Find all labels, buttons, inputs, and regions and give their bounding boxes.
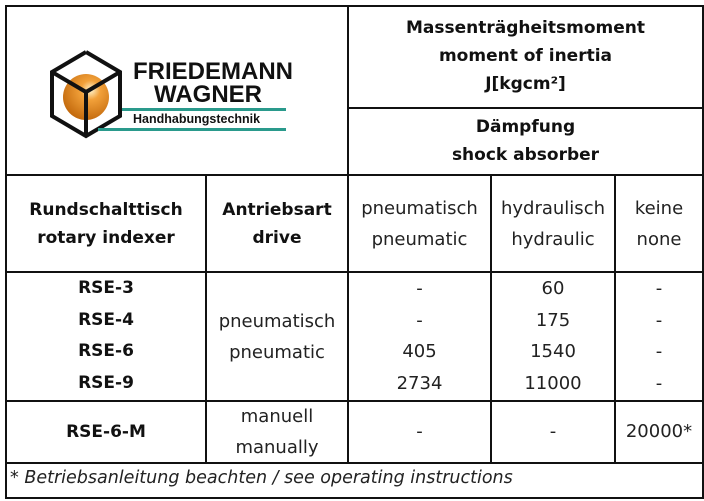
- group2-none: 20000*: [625, 421, 693, 442]
- value-cell: -: [655, 341, 663, 363]
- col-hydraulic: hydraulisch hydraulic: [492, 176, 614, 271]
- divider: [205, 174, 207, 464]
- value-cell: 175: [535, 309, 571, 331]
- logo-tagline: Handhabungstechnik: [133, 112, 261, 126]
- group1-none: - - - -: [616, 273, 702, 400]
- logo-name-line1: FRIEDEMANN: [133, 58, 293, 85]
- divider: [5, 174, 704, 176]
- header-text: J[kgcm²]: [485, 74, 566, 94]
- border-left: [5, 5, 7, 499]
- value-cell: -: [655, 278, 663, 299]
- divider: [5, 400, 704, 402]
- header-text: keine: [634, 197, 684, 219]
- border-right: [702, 5, 704, 499]
- model-cell: RSE-6: [78, 341, 134, 362]
- divider: [5, 271, 704, 273]
- col-indexer: Rundschalttisch rotary indexer: [7, 176, 205, 271]
- drive-text: manually: [235, 437, 319, 458]
- col-none: keine none: [616, 176, 702, 271]
- divider: [5, 462, 704, 464]
- model-cell: RSE-9: [78, 373, 134, 394]
- value-cell: 2734: [396, 373, 443, 395]
- col-pneumatic: pneumatisch pneumatic: [349, 176, 490, 271]
- footnote: * Betriebsanleitung beachten / see opera…: [10, 468, 513, 488]
- group2-model: RSE-6-M: [66, 422, 146, 442]
- header-text: moment of inertia: [438, 46, 613, 66]
- col-drive: Antriebsart drive: [207, 176, 347, 271]
- header-text: hydraulisch: [500, 197, 605, 219]
- model-cell: RSE-3: [78, 278, 134, 298]
- value-cell: 1540: [530, 341, 576, 363]
- value-cell: 60: [541, 278, 565, 299]
- damping-header: Dämpfung shock absorber: [349, 113, 702, 169]
- group1-hydraulic: 60 175 1540 11000: [492, 273, 614, 400]
- header-text: pneumatic: [371, 228, 468, 250]
- header-text: hydraulic: [511, 228, 595, 250]
- value-cell: -: [416, 278, 423, 299]
- logo-name-line2: WAGNER: [154, 81, 262, 108]
- divider: [490, 174, 492, 464]
- cube-sphere-logo-icon: [50, 50, 122, 139]
- border-bottom: [5, 497, 704, 499]
- header-text: shock absorber: [451, 145, 600, 165]
- logo-accent-line: [122, 108, 286, 111]
- value-cell: -: [655, 309, 663, 331]
- drive-text: pneumatisch: [218, 310, 336, 332]
- value-cell: -: [416, 309, 423, 331]
- group1-models: RSE-3 RSE-4 RSE-6 RSE-9: [7, 273, 205, 400]
- border-top: [5, 5, 704, 7]
- header-text: Rundschalttisch: [29, 199, 183, 220]
- group2-drive: manuell manually: [207, 402, 347, 462]
- value-cell: 11000: [524, 373, 582, 395]
- inertia-header: Massenträgheitsmoment moment of inertia …: [349, 14, 702, 98]
- header-text: Massenträgheitsmoment: [406, 18, 645, 38]
- drive-text: pneumatic: [229, 341, 325, 363]
- header-text: none: [636, 228, 682, 250]
- header-text: Dämpfung: [475, 117, 576, 137]
- group2-hydraulic: -: [549, 421, 557, 442]
- header-text: drive: [252, 227, 302, 248]
- header-text: Antriebsart: [222, 199, 332, 220]
- header-text: pneumatisch: [361, 197, 478, 219]
- group1-pneumatic: - - 405 2734: [349, 273, 490, 400]
- divider: [347, 5, 349, 464]
- model-cell: RSE-4: [78, 309, 134, 330]
- group1-drive: pneumatisch pneumatic: [207, 273, 347, 400]
- logo-accent-line: [98, 128, 286, 131]
- drive-text: manuell: [240, 406, 314, 427]
- group2-pneumatic: -: [416, 421, 423, 442]
- value-cell: 405: [402, 341, 437, 363]
- divider: [348, 107, 704, 109]
- divider: [614, 174, 616, 464]
- header-text: rotary indexer: [37, 227, 175, 248]
- value-cell: -: [655, 373, 663, 395]
